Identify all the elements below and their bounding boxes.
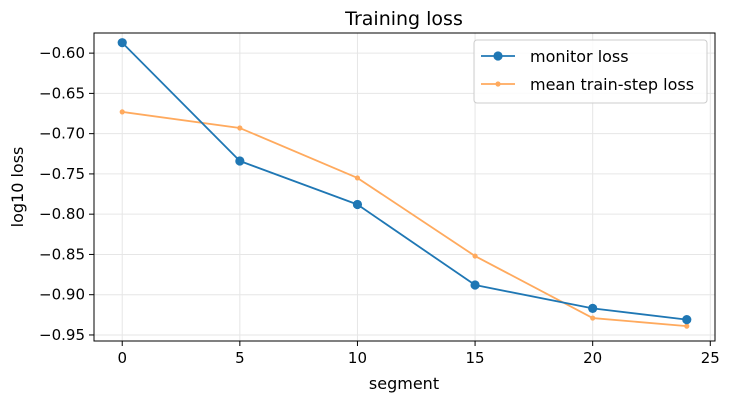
legend: monitor loss mean train-step loss xyxy=(473,39,708,104)
chart-title: Training loss xyxy=(344,8,463,30)
y-tick-label: −0.95 xyxy=(39,326,85,344)
y-tick-label: −0.70 xyxy=(39,125,85,143)
x-tick-label: 20 xyxy=(583,349,602,367)
x-tick-label: 0 xyxy=(117,349,127,367)
plot-frame xyxy=(93,32,716,342)
data-point-monitor-loss xyxy=(117,38,127,48)
series-mean-train-step-loss xyxy=(119,109,690,329)
data-point-mean-train-step-loss xyxy=(472,253,478,259)
data-point-mean-train-step-loss xyxy=(590,315,596,321)
series-line-mean-train-step-loss xyxy=(122,111,687,327)
data-point-mean-train-step-loss xyxy=(354,175,361,181)
x-tick-label: 10 xyxy=(348,349,367,367)
y-tick-label: −0.80 xyxy=(39,205,85,223)
series-line-monitor-loss xyxy=(121,42,687,321)
series-layer xyxy=(117,38,692,329)
y-tick-label: −0.75 xyxy=(39,165,85,183)
legend-marker-mean-train-step-loss xyxy=(495,81,501,87)
legend-marker-monitor-loss xyxy=(493,51,503,61)
legend-label-monitor-loss: monitor loss xyxy=(530,47,629,66)
x-tick-label: 5 xyxy=(235,349,245,367)
x-tick-label: 25 xyxy=(701,349,720,367)
y-tick-label: −0.90 xyxy=(39,286,85,304)
x-axis: 0 5 10 15 20 25 xyxy=(117,341,720,367)
data-point-monitor-loss xyxy=(235,156,245,166)
data-point-monitor-loss xyxy=(352,199,363,210)
data-point-monitor-loss xyxy=(470,280,480,290)
x-tick-label: 15 xyxy=(466,349,485,367)
grid xyxy=(94,33,715,341)
y-tick-label: −0.65 xyxy=(39,84,85,102)
data-point-mean-train-step-loss xyxy=(684,323,690,329)
data-point-mean-train-step-loss xyxy=(119,109,125,115)
x-axis-label: segment xyxy=(369,374,439,393)
data-point-monitor-loss xyxy=(682,315,692,325)
y-tick-label: −0.85 xyxy=(39,245,85,263)
y-axis-label: log10 loss xyxy=(8,147,27,228)
legend-label-mean-train-step-loss: mean train-step loss xyxy=(530,75,694,94)
series-monitor-loss xyxy=(117,38,692,325)
legend-box xyxy=(473,39,708,104)
y-axis: −0.60 −0.65 −0.70 −0.75 −0.80 −0.85 −0.90 −0.95 xyxy=(39,44,94,344)
data-point-mean-train-step-loss xyxy=(237,125,243,131)
y-tick-label: −0.60 xyxy=(39,44,85,62)
data-point-monitor-loss xyxy=(588,303,598,313)
